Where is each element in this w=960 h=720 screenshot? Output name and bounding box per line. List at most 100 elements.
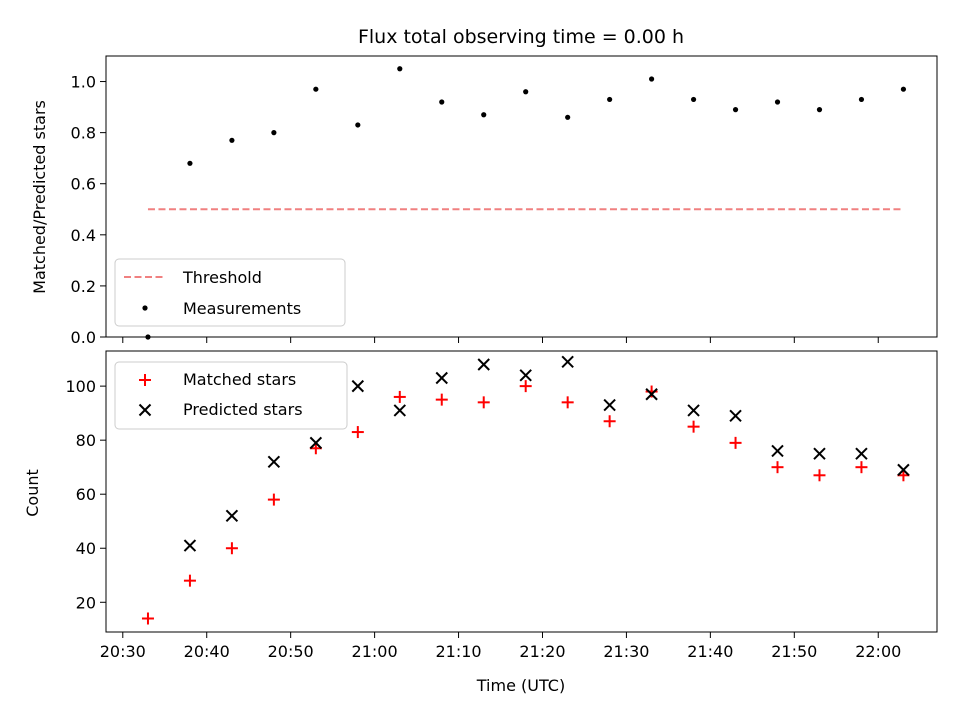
top-y-tick-label: 0.4 <box>71 226 96 245</box>
predicted-star-point <box>855 447 868 460</box>
measurement-point <box>187 160 193 166</box>
matched-star-point <box>561 396 574 409</box>
matched-star-point <box>393 390 406 403</box>
predicted-star-point <box>561 355 574 369</box>
predicted-star-point-b <box>519 369 532 382</box>
measurements-legend-label: Measurements <box>183 299 301 318</box>
measurement-point <box>774 99 781 105</box>
matched-stars-legend-swatch <box>139 374 151 386</box>
predicted-star-point <box>519 369 532 382</box>
predicted-star-point-b <box>729 409 742 423</box>
matched-star-point <box>729 436 742 449</box>
predicted-star-point <box>267 455 281 468</box>
matched-star-point <box>771 461 784 474</box>
measurement-point <box>397 66 403 72</box>
predicted-star-point-b <box>267 455 281 468</box>
measurement-point <box>439 99 445 105</box>
predicted-star-point <box>183 539 197 552</box>
predicted-star-point <box>351 379 365 393</box>
predicted-star-point <box>897 463 910 477</box>
predicted-star-point <box>771 444 784 458</box>
top-legend-box <box>114 258 346 327</box>
predicted-star-point <box>687 404 700 417</box>
predicted-star-point-b <box>645 388 658 401</box>
predicted-star-point-b <box>477 358 490 371</box>
predicted-star-point <box>603 398 616 412</box>
predicted-star-point-b <box>855 447 868 460</box>
matched-star-point <box>687 420 700 433</box>
measurement-point <box>229 137 235 143</box>
matched-star-point <box>183 574 196 587</box>
bottom-x-tick-label: 21:10 <box>435 642 481 661</box>
predicted-star-point-b <box>393 404 406 417</box>
bottom-y-tick-label: 20 <box>76 593 96 612</box>
bottom-x-tick-label: 21:20 <box>519 642 565 661</box>
matched-legend-marker <box>139 374 151 386</box>
predicted-star-point-b <box>813 447 826 460</box>
measurement-point <box>858 96 865 103</box>
measurement-point <box>313 86 319 92</box>
bottom-x-tick-label: 20:50 <box>268 642 314 661</box>
matched-star-point <box>351 426 364 439</box>
top-axes-frame <box>105 55 938 338</box>
predicted-star-point-b <box>897 463 910 477</box>
predicted-star-point <box>309 436 323 450</box>
predicted-star-point <box>225 509 239 523</box>
predicted-star-point-b <box>435 371 448 385</box>
measurement-point <box>523 89 529 95</box>
matched-star-point <box>813 469 826 482</box>
matched-star-point <box>519 380 532 393</box>
predicted-star-point-b <box>687 404 700 417</box>
predicted-star-point <box>477 358 490 371</box>
measurement-point <box>900 86 907 92</box>
measurement-point <box>732 107 739 113</box>
predicted-legend-marker <box>138 403 152 417</box>
predicted-legend-marker-b <box>138 403 152 417</box>
predicted-star-point-b <box>603 398 616 412</box>
predicted-star-point <box>435 371 448 385</box>
matched-star-point <box>855 461 868 474</box>
bottom-x-tick-label: 21:30 <box>603 642 649 661</box>
bottom-x-tick-label: 22:00 <box>855 642 901 661</box>
top-plot-marks <box>145 66 907 340</box>
bottom-x-tick-label: 20:40 <box>184 642 230 661</box>
matched-star-point <box>225 542 238 555</box>
bottom-x-ticks: 20:30 20:40 20:50 21:00 21:10 21:20 21:30 21:40… <box>100 632 901 661</box>
matched-star-point <box>435 393 448 406</box>
bottom-y-tick-label: 60 <box>76 485 96 504</box>
predicted-star-point-b <box>309 436 323 450</box>
predicted-stars-legend-label: Predicted stars <box>183 400 303 419</box>
bottom-legend: Matched stars Predicted stars <box>114 361 348 430</box>
bottom-y-tick-label: 100 <box>65 377 96 396</box>
measurement-point <box>690 96 697 103</box>
matched-star-point <box>603 415 616 428</box>
ratio-panel: Flux total observing time = 0.00 h Match… <box>30 26 938 347</box>
measurement-point <box>607 96 613 103</box>
measurement-point <box>565 114 571 120</box>
predicted-star-point-b <box>225 509 239 523</box>
bottom-x-tick-label: 21:00 <box>352 642 398 661</box>
matched-star-point <box>477 396 490 409</box>
measurement-point <box>481 112 487 118</box>
measurement-point <box>649 76 655 82</box>
top-y-tick-label: 1.0 <box>71 73 96 92</box>
bottom-y-ticks: 20 40 60 80 100 <box>65 377 106 612</box>
measurement-point <box>816 107 823 113</box>
top-y-tick-label: 0.6 <box>71 175 96 194</box>
bottom-y-tick-label: 40 <box>76 539 96 558</box>
matched-star-point <box>141 612 154 625</box>
predicted-stars-legend-swatch <box>138 403 152 417</box>
top-legend: Threshold Measurements <box>114 258 346 327</box>
chart-title: Flux total observing time = 0.00 h <box>358 26 684 48</box>
bottom-y-tick-label: 80 <box>76 431 96 450</box>
bottom-y-axis-label: Count <box>23 469 42 517</box>
bottom-x-tick-label: 21:40 <box>687 642 733 661</box>
measurement-point <box>355 122 361 128</box>
predicted-star-point <box>729 409 742 423</box>
top-y-tick-label: 0.2 <box>71 277 96 296</box>
predicted-star-point-b <box>183 539 197 552</box>
predicted-star-point-b <box>351 379 365 393</box>
top-y-tick-label: 0.0 <box>71 328 96 347</box>
